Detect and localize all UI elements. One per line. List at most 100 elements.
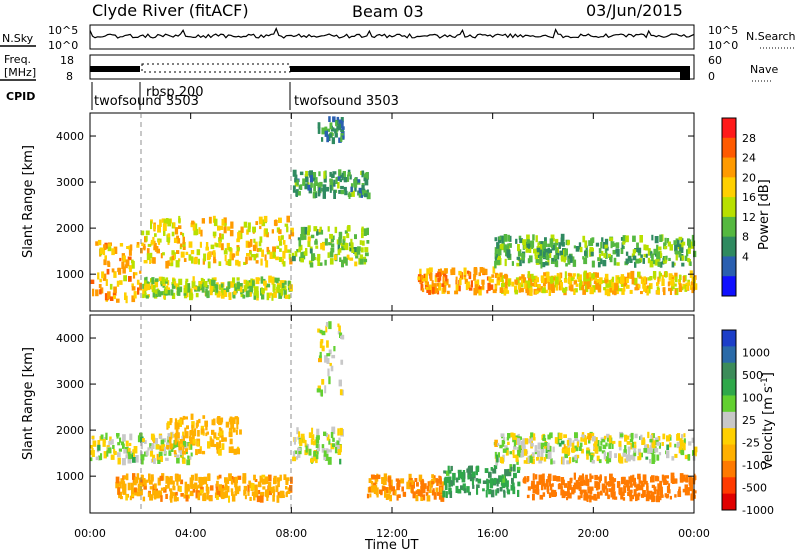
data-cell	[255, 253, 259, 258]
data-cell	[534, 280, 537, 287]
data-cell	[683, 438, 686, 444]
data-cell	[143, 485, 147, 490]
data-cell	[476, 487, 479, 495]
data-cell	[121, 484, 126, 489]
data-cell	[339, 332, 343, 338]
data-cell	[478, 272, 481, 277]
data-cell	[172, 485, 176, 491]
data-cell	[217, 290, 221, 297]
data-cell	[668, 287, 672, 292]
data-cell	[685, 477, 689, 483]
colorbar-swatch	[722, 362, 736, 380]
data-cell	[639, 259, 642, 264]
data-cell	[659, 234, 663, 242]
data-cell	[223, 486, 226, 491]
data-cell	[320, 389, 323, 397]
data-cell	[463, 488, 467, 494]
data-cell	[654, 489, 657, 495]
data-cell	[667, 281, 670, 287]
data-cell	[554, 254, 558, 260]
data-cell	[354, 261, 358, 267]
data-cell	[666, 444, 670, 450]
data-cell	[555, 276, 559, 285]
data-cell	[293, 437, 296, 445]
data-cell	[205, 246, 209, 251]
data-cell	[229, 438, 233, 445]
data-cell	[272, 246, 276, 253]
data-cell	[468, 287, 473, 291]
y-tick-label: 4000	[56, 332, 84, 345]
data-cell	[136, 491, 141, 497]
data-cell	[448, 470, 452, 474]
data-cell	[608, 450, 612, 459]
data-cell	[533, 484, 538, 489]
data-cell	[566, 460, 570, 465]
data-cell	[168, 452, 172, 456]
data-cell	[205, 426, 208, 431]
data-cell	[666, 450, 670, 459]
data-cell	[484, 268, 488, 275]
data-cell	[261, 219, 266, 227]
data-cell	[171, 283, 176, 289]
data-cell	[503, 247, 508, 253]
data-cell	[572, 256, 575, 262]
data-cell	[361, 184, 365, 192]
data-cell	[197, 430, 200, 437]
data-cell	[657, 276, 660, 285]
data-cell	[329, 122, 333, 130]
data-cell	[627, 485, 630, 492]
data-cell	[287, 249, 291, 253]
data-cell	[147, 283, 151, 291]
data-cell	[691, 234, 694, 241]
data-cell	[420, 283, 423, 291]
data-cell	[201, 218, 205, 224]
data-cell	[279, 248, 282, 252]
data-cell	[195, 449, 198, 456]
data-cell	[581, 475, 585, 480]
data-cell	[633, 277, 638, 286]
data-cell	[630, 432, 634, 440]
data-cell	[271, 293, 274, 301]
data-cell	[282, 261, 286, 267]
data-cell	[664, 493, 667, 498]
data-cell	[331, 354, 336, 359]
data-cell	[181, 418, 184, 425]
data-cell	[266, 489, 270, 498]
freq-end-marker	[680, 66, 690, 80]
data-cell	[643, 244, 647, 251]
data-cell	[463, 472, 466, 479]
data-cell	[119, 280, 123, 285]
data-cell	[150, 252, 153, 259]
data-cell	[506, 437, 509, 441]
data-cell	[523, 245, 527, 249]
data-cell	[568, 492, 572, 499]
data-cell	[232, 277, 236, 284]
data-cell	[629, 289, 633, 294]
data-cell	[543, 457, 547, 462]
data-cell	[250, 239, 253, 247]
data-cell	[597, 262, 601, 268]
data-cell	[470, 473, 475, 482]
data-cell	[238, 485, 241, 492]
data-cell	[663, 479, 667, 485]
data-cell	[558, 432, 563, 440]
data-cell	[247, 222, 251, 229]
data-cell	[333, 346, 336, 352]
data-cell	[657, 261, 661, 267]
data-cell	[313, 226, 318, 232]
data-cell	[223, 437, 227, 442]
data-cell	[620, 491, 624, 500]
data-cell	[494, 285, 498, 289]
data-cell	[174, 418, 178, 425]
data-cell	[672, 476, 675, 484]
data-cell	[532, 488, 537, 494]
data-cell	[121, 481, 126, 485]
data-cell	[176, 480, 179, 486]
data-cell	[139, 270, 142, 274]
data-cell	[651, 458, 655, 464]
data-cell	[638, 452, 642, 460]
data-cell	[113, 449, 116, 454]
data-cell	[574, 445, 578, 452]
